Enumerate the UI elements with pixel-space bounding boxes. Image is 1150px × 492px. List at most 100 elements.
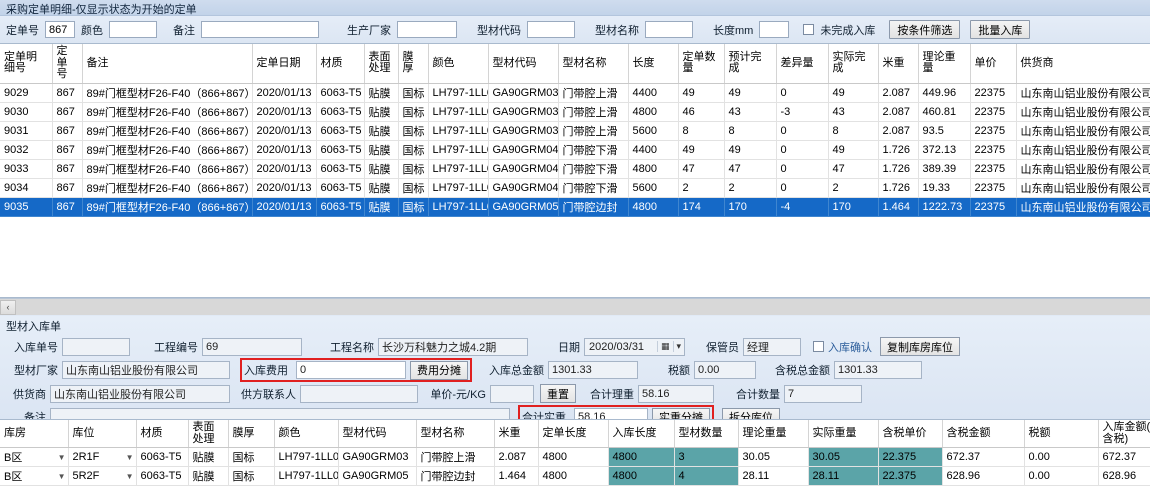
top-col-header-1[interactable]: 定单号 (52, 44, 83, 84)
top-col-header-11[interactable]: 定单数量 (678, 44, 725, 84)
cell-color[interactable]: LH797-1LL0 (428, 140, 489, 160)
bottom-col-header-16[interactable]: 税额 (1024, 420, 1099, 449)
cell-profile_name[interactable]: 门带腔下滑 (558, 159, 629, 179)
cell-price[interactable]: 22375 (970, 159, 1017, 179)
cell-theory_weight[interactable]: 1222.73 (918, 197, 971, 217)
top-col-header-17[interactable]: 单价 (970, 44, 1017, 84)
cell-profile_code[interactable]: GA90GRM05 (338, 466, 417, 487)
cell-expected[interactable]: 43 (724, 102, 777, 122)
cell-qty[interactable]: 4 (674, 466, 739, 487)
total-theory-input[interactable] (638, 384, 714, 403)
cell-price[interactable]: 22375 (970, 121, 1017, 141)
purchase-order-detail-grid[interactable]: 定单明细号 定单号 备注 定单日期 材质 表面处理 膜厚 颜色 型材代码 型材名称 长度 定单数量 预计… (0, 43, 1150, 298)
cell-in_length[interactable]: 4800 (608, 466, 675, 487)
cell-actual_weight[interactable]: 28.11 (808, 466, 879, 487)
cell-color[interactable]: LH797-1LL0 (428, 121, 489, 141)
cell-theory_weight[interactable]: 372.13 (918, 140, 971, 160)
table-row[interactable]: 9033 867 89#门框型材F26-F40（866+867） 2020/01/13… (0, 159, 1150, 179)
copy-location-button[interactable]: 复制库房库位 (880, 337, 961, 356)
cell-film[interactable]: 国标 (228, 466, 275, 487)
cell-theory_weight[interactable]: 30.05 (738, 447, 809, 468)
cell-order_qty[interactable]: 49 (678, 83, 725, 103)
top-col-header-4[interactable]: 材质 (316, 44, 365, 84)
unit-price-input[interactable] (490, 384, 534, 403)
cell-amount_no_tax[interactable]: 672.37 (1098, 447, 1150, 468)
cell-warehouse[interactable]: B区 ▼ (0, 466, 69, 487)
cell-tax[interactable]: 0.00 (1024, 466, 1099, 487)
cell-order_date[interactable]: 2020/01/13 (252, 197, 317, 217)
factory-input[interactable] (397, 21, 457, 38)
cell-supplier[interactable]: 山东南山铝业股份有限公司 (1016, 197, 1150, 217)
cell-profile_code[interactable]: GA90GRM03 (488, 102, 559, 122)
cell-meter_weight[interactable]: 1.464 (494, 466, 539, 487)
cell-profile_code[interactable]: GA90GRM03 (488, 121, 559, 141)
top-col-header-8[interactable]: 型材代码 (488, 44, 559, 84)
cell-film[interactable]: 国标 (228, 447, 275, 468)
cell-material[interactable]: 6063-T5 (316, 121, 365, 141)
cell-profile_name[interactable]: 门带腔下滑 (558, 140, 629, 160)
cell-price[interactable]: 22375 (970, 102, 1017, 122)
cell-color[interactable]: LH797-1LL0 (428, 178, 489, 198)
cell-surface[interactable]: 贴膜 (188, 447, 229, 468)
chevron-down-icon[interactable]: ▼ (125, 471, 134, 481)
project-name-input[interactable] (378, 337, 528, 356)
top-col-header-12[interactable]: 预计完成 (724, 44, 777, 84)
top-col-header-18[interactable]: 供货商 (1016, 44, 1150, 84)
date-picker[interactable]: 2020/03/31 ▦ ▾ (584, 337, 686, 356)
cell-meter_weight[interactable]: 2.087 (878, 102, 919, 122)
cell-tax_price[interactable]: 22.375 (878, 466, 943, 487)
tax-total-input[interactable] (834, 361, 922, 379)
top-col-header-6[interactable]: 膜厚 (398, 44, 429, 84)
cell-meter_weight[interactable]: 2.087 (878, 83, 919, 103)
cell-expected[interactable]: 2 (724, 178, 777, 198)
cell-length[interactable]: 4400 (628, 140, 679, 160)
cell-surface[interactable]: 贴膜 (364, 197, 399, 217)
cell-supplier[interactable]: 山东南山铝业股份有限公司 (1016, 178, 1150, 198)
cell-film[interactable]: 国标 (398, 83, 429, 103)
cell-diff[interactable]: -4 (776, 197, 829, 217)
table-row[interactable]: 9030 867 89#门框型材F26-F40（866+867） 2020/01/13… (0, 102, 1150, 122)
cell-material[interactable]: 6063-T5 (316, 159, 365, 179)
cell-material[interactable]: 6063-T5 (316, 102, 365, 122)
cell-order_length[interactable]: 4800 (538, 466, 609, 487)
top-col-header-7[interactable]: 颜色 (428, 44, 489, 84)
cell-film[interactable]: 国标 (398, 121, 429, 141)
cell-price[interactable]: 22375 (970, 83, 1017, 103)
cell-profile_code[interactable]: GA90GRM04 (488, 140, 559, 160)
cell-diff[interactable]: 0 (776, 83, 829, 103)
filter-button[interactable]: 按条件筛选 (889, 20, 961, 39)
tax-input[interactable] (694, 361, 756, 379)
cell-diff[interactable]: 0 (776, 121, 829, 141)
cell-color[interactable]: LH797-1LL0 (428, 83, 489, 103)
cell-profile_code[interactable]: GA90GRM04 (488, 159, 559, 179)
table-row[interactable]: 9031 867 89#门框型材F26-F40（866+867） 2020/01/13… (0, 121, 1150, 141)
cell-actual[interactable]: 170 (828, 197, 879, 217)
cell-supplier[interactable]: 山东南山铝业股份有限公司 (1016, 159, 1150, 179)
cell-price[interactable]: 22375 (970, 197, 1017, 217)
cell-length[interactable]: 5600 (628, 121, 679, 141)
cell-supplier[interactable]: 山东南山铝业股份有限公司 (1016, 83, 1150, 103)
cell-detail_no[interactable]: 9035 (0, 197, 53, 217)
cell-color[interactable]: LH797-1LL0 (428, 197, 489, 217)
cell-meter_weight[interactable]: 2.087 (878, 121, 919, 141)
cell-order_date[interactable]: 2020/01/13 (252, 159, 317, 179)
cell-diff[interactable]: -3 (776, 102, 829, 122)
cell-actual[interactable]: 49 (828, 83, 879, 103)
cell-remark[interactable]: 89#门框型材F26-F40（866+867） (82, 121, 253, 141)
table-row[interactable]: 9035 867 89#门框型材F26-F40（866+867） 2020/01/13… (0, 197, 1150, 217)
table-row[interactable]: B区 ▼ 5R2F ▼ 6063-T5 贴膜 国标 LH797-1LL0 GA90GRM05 门带… (0, 466, 1150, 487)
order-no-input[interactable] (45, 21, 75, 38)
cell-actual[interactable]: 8 (828, 121, 879, 141)
cell-remark[interactable]: 89#门框型材F26-F40（866+867） (82, 83, 253, 103)
bottom-col-header-13[interactable]: 实际重量 (808, 420, 879, 449)
bottom-col-header-3[interactable]: 表面处理 (188, 420, 229, 449)
scrollbar-track[interactable] (16, 299, 1150, 315)
bottom-col-header-4[interactable]: 膜厚 (228, 420, 275, 449)
chevron-down-icon[interactable]: ▼ (57, 452, 66, 462)
cell-order_no[interactable]: 867 (52, 121, 83, 141)
cell-material[interactable]: 6063-T5 (136, 466, 189, 487)
cell-qty[interactable]: 3 (674, 447, 739, 468)
cell-meter_weight[interactable]: 1.726 (878, 178, 919, 198)
cell-meter_weight[interactable]: 2.087 (494, 447, 539, 468)
cell-diff[interactable]: 0 (776, 178, 829, 198)
